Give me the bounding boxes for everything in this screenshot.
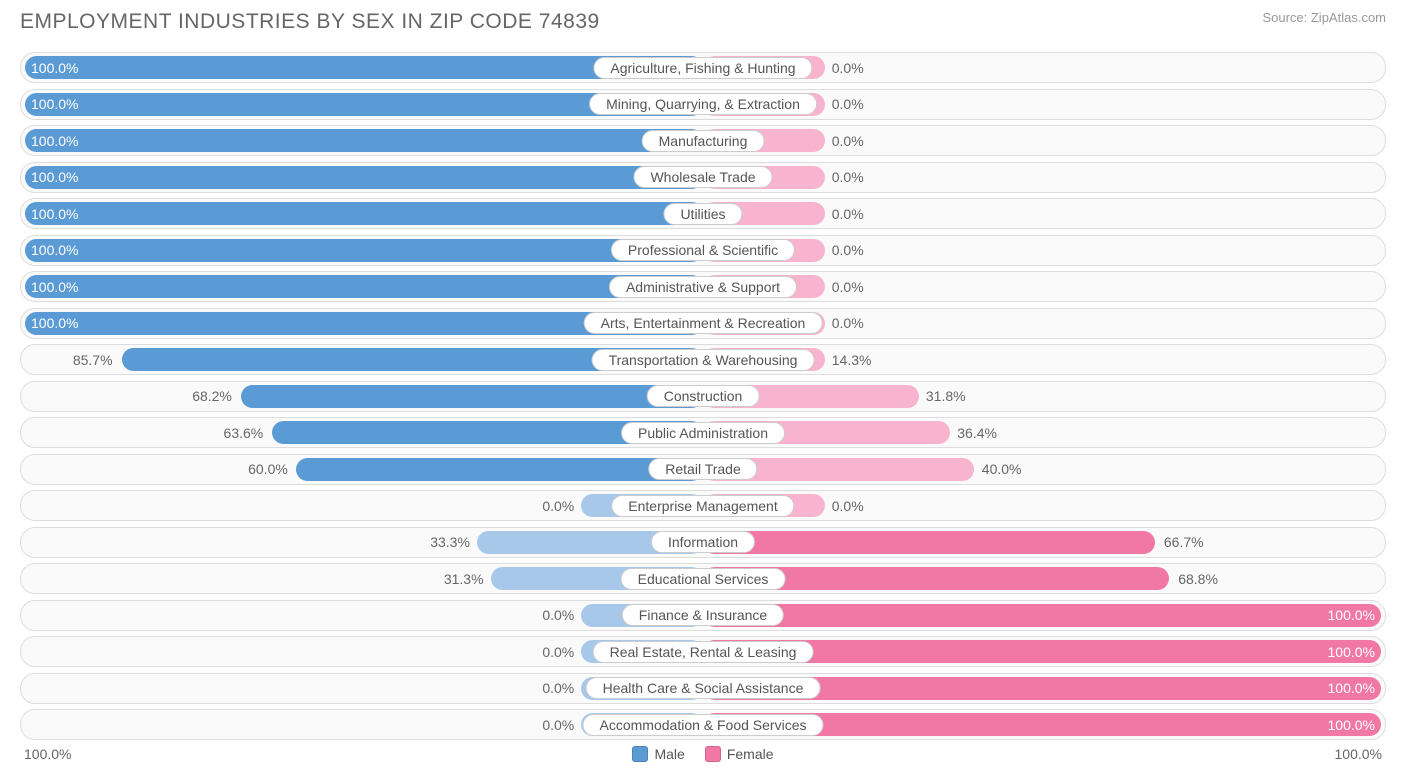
female-pct-label: 100.0% (1328, 607, 1375, 623)
female-pct-label: 0.0% (832, 315, 864, 331)
female-pct-label: 14.3% (832, 352, 872, 368)
chart-source: Source: ZipAtlas.com (1262, 10, 1386, 25)
bar-row: 60.0% 40.0% Retail Trade (20, 454, 1386, 485)
row-category-label: Utilities (663, 203, 742, 225)
bar-row: 100.0% 0.0% Mining, Quarrying, & Extractio… (20, 89, 1386, 120)
legend: Male Female (632, 746, 773, 762)
axis-left-label: 100.0% (24, 746, 71, 762)
male-bar (25, 202, 703, 225)
row-category-label: Arts, Entertainment & Recreation (584, 312, 823, 334)
female-pct-label: 0.0% (832, 498, 864, 514)
bar-row: 0.0% 100.0% Real Estate, Rental & Leasing (20, 636, 1386, 667)
row-category-label: Agriculture, Fishing & Hunting (593, 57, 812, 79)
male-pct-label: 33.3% (430, 534, 470, 550)
row-category-label: Administrative & Support (609, 276, 797, 298)
male-bar (25, 166, 703, 189)
female-bar (703, 531, 1155, 554)
female-pct-label: 0.0% (832, 96, 864, 112)
male-pct-label: 0.0% (542, 498, 574, 514)
male-pct-label: 0.0% (542, 644, 574, 660)
bar-row: 100.0% 0.0% Professional & Scientific (20, 235, 1386, 266)
male-pct-label: 100.0% (31, 60, 78, 76)
bar-row: 85.7% 14.3% Transportation & Warehousing (20, 344, 1386, 375)
male-bar (296, 458, 703, 481)
row-category-label: Educational Services (621, 568, 786, 590)
chart-title: EMPLOYMENT INDUSTRIES BY SEX IN ZIP CODE… (20, 10, 600, 34)
legend-swatch-male (632, 746, 648, 762)
bar-row: 33.3% 66.7% Information (20, 527, 1386, 558)
bar-row: 31.3% 68.8% Educational Services (20, 563, 1386, 594)
row-category-label: Transportation & Warehousing (592, 349, 815, 371)
female-pct-label: 0.0% (832, 169, 864, 185)
female-pct-label: 36.4% (957, 425, 997, 441)
row-category-label: Public Administration (621, 422, 785, 444)
row-category-label: Retail Trade (648, 458, 757, 480)
female-pct-label: 66.7% (1164, 534, 1204, 550)
female-pct-label: 31.8% (926, 388, 966, 404)
bar-row: 100.0% 0.0% Utilities (20, 198, 1386, 229)
row-category-label: Construction (647, 385, 760, 407)
male-pct-label: 100.0% (31, 133, 78, 149)
male-bar (25, 239, 703, 262)
male-pct-label: 0.0% (542, 717, 574, 733)
male-pct-label: 100.0% (31, 242, 78, 258)
female-pct-label: 0.0% (832, 242, 864, 258)
row-category-label: Health Care & Social Assistance (586, 677, 821, 699)
bar-row: 68.2% 31.8% Construction (20, 381, 1386, 412)
male-pct-label: 100.0% (31, 279, 78, 295)
row-category-label: Mining, Quarrying, & Extraction (589, 93, 817, 115)
bar-row: 0.0% 0.0% Enterprise Management (20, 490, 1386, 521)
row-category-label: Real Estate, Rental & Leasing (593, 641, 814, 663)
row-category-label: Information (651, 531, 755, 553)
chart-footer: 100.0% Male Female 100.0% (20, 746, 1386, 762)
legend-item-male: Male (632, 746, 684, 762)
bar-row: 0.0% 100.0% Accommodation & Food Services (20, 709, 1386, 740)
bar-row: 100.0% 0.0% Agriculture, Fishing & Hunting (20, 52, 1386, 83)
male-pct-label: 68.2% (192, 388, 232, 404)
female-pct-label: 68.8% (1178, 571, 1218, 587)
male-pct-label: 60.0% (248, 461, 288, 477)
female-pct-label: 0.0% (832, 279, 864, 295)
female-pct-label: 0.0% (832, 60, 864, 76)
female-pct-label: 0.0% (832, 133, 864, 149)
bar-row: 63.6% 36.4% Public Administration (20, 417, 1386, 448)
row-category-label: Enterprise Management (611, 495, 794, 517)
bar-row: 100.0% 0.0% Manufacturing (20, 125, 1386, 156)
male-pct-label: 100.0% (31, 96, 78, 112)
male-pct-label: 85.7% (73, 352, 113, 368)
row-category-label: Professional & Scientific (611, 239, 795, 261)
male-pct-label: 100.0% (31, 169, 78, 185)
male-bar (25, 129, 703, 152)
row-category-label: Finance & Insurance (622, 604, 784, 626)
bar-row: 0.0% 100.0% Health Care & Social Assistanc… (20, 673, 1386, 704)
bar-row: 100.0% 0.0% Administrative & Support (20, 271, 1386, 302)
female-pct-label: 100.0% (1328, 644, 1375, 660)
male-pct-label: 100.0% (31, 315, 78, 331)
male-bar (25, 275, 703, 298)
male-pct-label: 31.3% (444, 571, 484, 587)
chart-header: EMPLOYMENT INDUSTRIES BY SEX IN ZIP CODE… (20, 10, 1386, 34)
bar-row: 100.0% 0.0% Wholesale Trade (20, 162, 1386, 193)
row-category-label: Manufacturing (642, 130, 765, 152)
legend-item-female: Female (705, 746, 774, 762)
female-pct-label: 100.0% (1328, 717, 1375, 733)
male-pct-label: 0.0% (542, 680, 574, 696)
male-bar (241, 385, 703, 408)
chart-body: 100.0% 0.0% Agriculture, Fishing & Hunting… (20, 52, 1386, 740)
legend-swatch-female (705, 746, 721, 762)
axis-right-label: 100.0% (1335, 746, 1382, 762)
bar-row: 100.0% 0.0% Arts, Entertainment & Recreati… (20, 308, 1386, 339)
female-pct-label: 40.0% (982, 461, 1022, 477)
female-bar (703, 604, 1381, 627)
male-pct-label: 100.0% (31, 206, 78, 222)
female-pct-label: 100.0% (1328, 680, 1375, 696)
row-category-label: Accommodation & Food Services (583, 714, 824, 736)
male-pct-label: 0.0% (542, 607, 574, 623)
bar-row: 0.0% 100.0% Finance & Insurance (20, 600, 1386, 631)
legend-label-female: Female (727, 746, 774, 762)
female-pct-label: 0.0% (832, 206, 864, 222)
row-category-label: Wholesale Trade (633, 166, 772, 188)
legend-label-male: Male (654, 746, 684, 762)
male-pct-label: 63.6% (224, 425, 264, 441)
